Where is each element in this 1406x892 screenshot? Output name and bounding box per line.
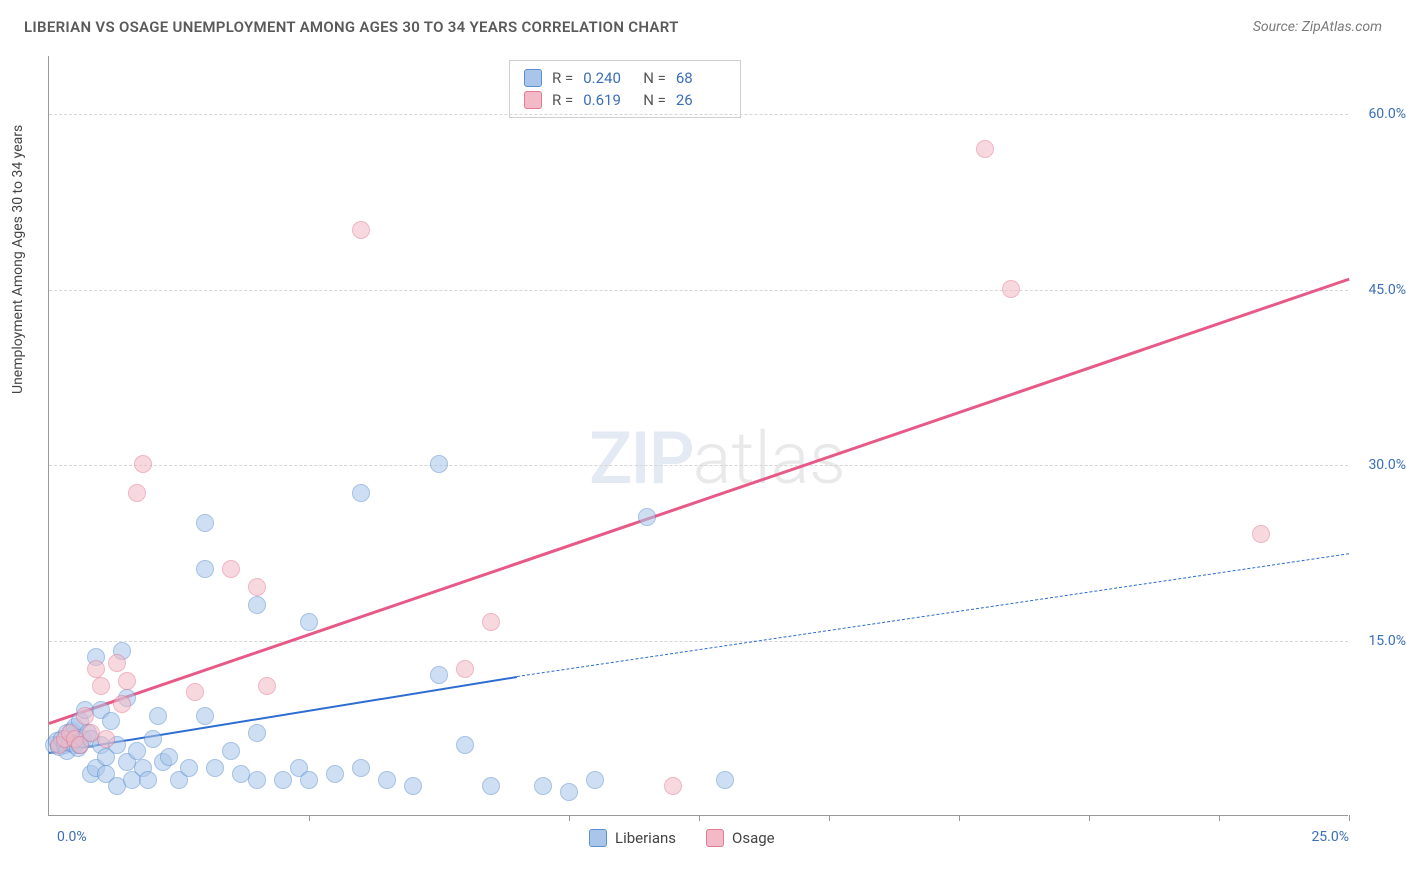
r-value: 0.240	[583, 69, 633, 87]
data-point	[118, 672, 136, 690]
data-point	[128, 742, 146, 760]
data-point	[76, 707, 94, 725]
x-tick	[1219, 815, 1220, 821]
data-point	[1002, 280, 1020, 298]
swatch-icon	[524, 69, 542, 87]
data-point	[144, 730, 162, 748]
data-point	[248, 578, 266, 596]
y-tick-label: 60.0%	[1368, 106, 1406, 122]
y-tick-label: 30.0%	[1368, 457, 1406, 473]
data-point	[206, 759, 224, 777]
stats-box: R = 0.240 N = 68 R = 0.619 N = 26	[509, 60, 741, 118]
data-point	[108, 654, 126, 672]
data-point	[976, 140, 994, 158]
x-tick	[959, 815, 960, 821]
data-point	[430, 455, 448, 473]
data-point	[638, 508, 656, 526]
n-value: 26	[676, 91, 726, 109]
data-point	[248, 724, 266, 742]
data-point	[534, 777, 552, 795]
data-point	[196, 707, 214, 725]
y-axis-title: Unemployment Among Ages 30 to 34 years	[10, 125, 26, 394]
stats-row: R = 0.619 N = 26	[524, 89, 726, 111]
x-tick	[569, 815, 570, 821]
data-point	[149, 707, 167, 725]
data-point	[326, 765, 344, 783]
data-point	[274, 771, 292, 789]
data-point	[113, 695, 131, 713]
data-point	[248, 771, 266, 789]
swatch-icon	[524, 91, 542, 109]
data-point	[560, 783, 578, 801]
data-point	[300, 613, 318, 631]
data-point	[586, 771, 604, 789]
data-point	[92, 677, 110, 695]
gridline	[49, 114, 1348, 115]
data-point	[352, 484, 370, 502]
trend-line	[517, 553, 1349, 677]
r-label: R =	[552, 69, 573, 87]
data-point	[102, 712, 120, 730]
plot-area: ZIPatlas R =0.240N =68R =0.619N =26 Libe…	[48, 56, 1348, 816]
data-point	[248, 596, 266, 614]
y-tick-label: 45.0%	[1368, 282, 1406, 298]
data-point	[97, 730, 115, 748]
data-point	[482, 777, 500, 795]
data-point	[1252, 525, 1270, 543]
data-point	[456, 660, 474, 678]
swatch-icon	[706, 829, 724, 847]
stats-row: R = 0.240 N = 68	[524, 67, 726, 89]
data-point	[160, 748, 178, 766]
legend-label: Liberians	[615, 829, 676, 847]
chart-title: LIBERIAN VS OSAGE UNEMPLOYMENT AMONG AGE…	[24, 18, 679, 36]
x-tick	[1089, 815, 1090, 821]
gridline	[49, 290, 1348, 291]
data-point	[222, 560, 240, 578]
trend-line	[49, 278, 1350, 725]
data-point	[300, 771, 318, 789]
source-label: Source: ZipAtlas.com	[1253, 19, 1382, 35]
data-point	[196, 560, 214, 578]
gridline	[49, 641, 1348, 642]
y-tick-label: 15.0%	[1368, 633, 1406, 649]
x-tick	[1349, 815, 1350, 821]
r-value: 0.619	[583, 91, 633, 109]
data-point	[352, 759, 370, 777]
r-label: R =	[552, 91, 573, 109]
x-tick-label: 25.0%	[1311, 829, 1349, 845]
legend-label: Osage	[732, 829, 775, 847]
data-point	[222, 742, 240, 760]
legend-item: Osage	[706, 829, 775, 847]
x-tick-label: 0.0%	[57, 829, 87, 845]
data-point	[716, 771, 734, 789]
watermark-zip: ZIP	[589, 416, 693, 501]
gridline	[49, 465, 1348, 466]
n-label: N =	[643, 69, 666, 87]
n-value: 68	[676, 69, 726, 87]
data-point	[87, 660, 105, 678]
data-point	[128, 484, 146, 502]
legend-item: Liberians	[589, 829, 676, 847]
data-point	[186, 683, 204, 701]
watermark: ZIPatlas	[589, 416, 846, 501]
data-point	[482, 613, 500, 631]
data-point	[258, 677, 276, 695]
x-tick	[309, 815, 310, 821]
data-point	[139, 771, 157, 789]
data-point	[404, 777, 422, 795]
data-point	[180, 759, 198, 777]
swatch-icon	[589, 829, 607, 847]
legend: Liberians Osage	[589, 829, 775, 847]
data-point	[134, 455, 152, 473]
chart-container: Unemployment Among Ages 30 to 34 years Z…	[48, 56, 1388, 866]
x-tick	[829, 815, 830, 821]
data-point	[664, 777, 682, 795]
data-point	[456, 736, 474, 754]
data-point	[430, 666, 448, 684]
data-point	[378, 771, 396, 789]
data-point	[196, 514, 214, 532]
data-point	[352, 221, 370, 239]
x-tick	[699, 815, 700, 821]
n-label: N =	[643, 91, 666, 109]
